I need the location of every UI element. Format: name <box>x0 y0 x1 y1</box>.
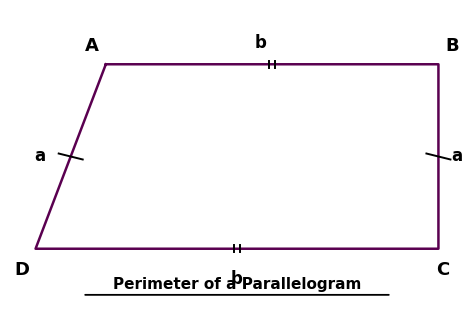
Text: b: b <box>231 270 243 289</box>
Text: b: b <box>255 34 266 52</box>
Text: B: B <box>446 37 459 55</box>
Text: D: D <box>14 261 29 279</box>
Text: Perimeter of a Parallelogram: Perimeter of a Parallelogram <box>113 277 361 292</box>
Text: a: a <box>452 147 463 166</box>
Text: a: a <box>35 147 46 166</box>
Text: A: A <box>85 37 99 55</box>
Text: C: C <box>437 261 450 279</box>
